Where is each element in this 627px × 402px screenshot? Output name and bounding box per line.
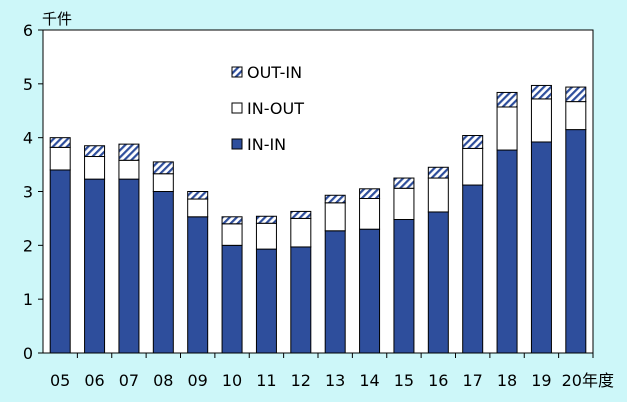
x-tick-label-18: 18 (497, 371, 517, 390)
bar-segment-in-out-16 (427, 177, 449, 213)
bar-segment-in-out-14 (359, 197, 381, 230)
bar-segment-out-in-11 (255, 215, 277, 224)
bar-segment-in-in-19 (530, 141, 552, 354)
bar-segment-in-in-18 (496, 149, 518, 354)
bar-segment-out-in-05 (49, 137, 71, 148)
x-tick-label-17: 17 (463, 371, 483, 390)
bar-segment-out-in-17 (462, 135, 484, 149)
x-tick-label-09: 09 (188, 371, 208, 390)
x-tick-label-12: 12 (291, 371, 311, 390)
bar-segment-out-in-07 (118, 143, 140, 161)
y-tick-label: 2 (23, 236, 33, 255)
bar-segment-out-in-16 (427, 166, 449, 179)
bar-segment-in-out-07 (118, 159, 140, 180)
bar-segment-out-in-19 (530, 84, 552, 100)
x-tick-label-20: 20年度 (562, 371, 614, 390)
y-tick-label: 0 (23, 344, 33, 363)
y-unit-label: 千件 (42, 10, 72, 28)
legend-label-in-in: IN-IN (247, 135, 286, 154)
bar-segment-out-in-08 (152, 161, 174, 175)
x-tick-label-15: 15 (394, 371, 414, 390)
bar-segment-out-in-13 (324, 194, 346, 204)
y-tick-label: 3 (23, 183, 33, 202)
bar-segment-in-out-05 (49, 146, 71, 171)
y-tick-label: 5 (23, 75, 33, 94)
bar-segment-in-in-06 (84, 178, 106, 354)
bar-segment-out-in-09 (187, 191, 209, 200)
legend-label-out-in: OUT-IN (247, 63, 302, 82)
legend-swatch-in-in (231, 138, 243, 150)
y-tick-label: 4 (23, 129, 33, 148)
y-tick-label: 6 (23, 21, 33, 40)
bar-segment-in-in-12 (290, 246, 312, 354)
x-tick-label-13: 13 (325, 371, 345, 390)
bars (49, 84, 587, 354)
bar-segment-out-in-06 (84, 145, 106, 158)
bar-segment-in-in-13 (324, 230, 346, 354)
bar-segment-in-out-09 (187, 198, 209, 218)
bar-segment-in-out-18 (496, 106, 518, 151)
bar-segment-in-out-06 (84, 156, 106, 180)
bar-segment-in-out-13 (324, 202, 346, 232)
bar-segment-out-in-14 (359, 188, 381, 199)
x-tick-label-07: 07 (119, 371, 139, 390)
bar-segment-in-in-09 (187, 216, 209, 354)
x-tick-label-11: 11 (256, 371, 276, 390)
bar-segment-in-out-10 (221, 223, 243, 246)
y-tick-label: 1 (23, 290, 33, 309)
x-tick-label-10: 10 (222, 371, 242, 390)
bar-segment-in-out-11 (255, 222, 277, 250)
bar-segment-in-out-19 (530, 98, 552, 143)
bar-segment-in-in-05 (49, 169, 71, 354)
bar-segment-in-in-17 (462, 184, 484, 354)
x-tick-label-06: 06 (84, 371, 104, 390)
bar-segment-in-in-07 (118, 178, 140, 354)
bar-segment-out-in-20 (565, 86, 587, 103)
bar-segment-in-in-14 (359, 228, 381, 354)
bar-segment-in-in-15 (393, 218, 415, 354)
legend-label-in-out: IN-OUT (247, 99, 304, 118)
x-tick-label-14: 14 (359, 371, 379, 390)
bar-segment-in-out-20 (565, 101, 587, 131)
x-tick-label-08: 08 (153, 371, 173, 390)
bar-segment-out-in-15 (393, 177, 415, 189)
x-tick-label-19: 19 (531, 371, 551, 390)
x-tick-label-16: 16 (428, 371, 448, 390)
bar-segment-in-out-08 (152, 173, 174, 192)
bar-segment-out-in-10 (221, 216, 243, 225)
bar-segment-in-out-15 (393, 187, 415, 220)
bar-segment-in-in-20 (565, 129, 587, 354)
x-tick-label-05: 05 (50, 371, 70, 390)
bar-segment-in-out-12 (290, 217, 312, 248)
bar-segment-in-in-11 (255, 248, 277, 354)
bar-segment-out-in-18 (496, 91, 518, 108)
bar-segment-in-in-08 (152, 191, 174, 354)
bar-segment-in-in-16 (427, 211, 449, 354)
bar-segment-in-in-10 (221, 244, 243, 354)
legend-swatch-in-out (231, 102, 243, 114)
bar-segment-out-in-12 (290, 210, 312, 219)
bar-segment-in-out-17 (462, 147, 484, 186)
legend: OUT-IN IN-OUT IN-IN (231, 63, 304, 154)
legend-swatch-out-in (231, 66, 243, 78)
